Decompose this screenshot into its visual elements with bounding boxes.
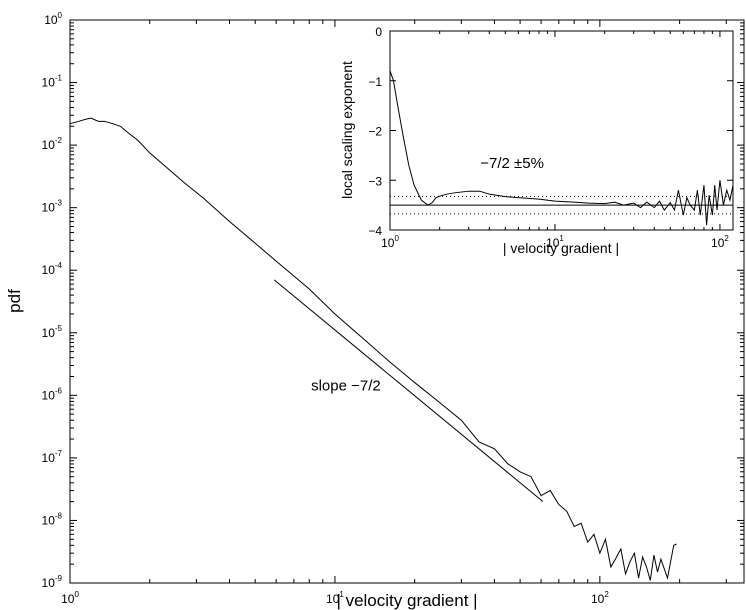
y-axis-label: pdf: [5, 289, 24, 313]
y-tick-label: 10-6: [42, 386, 63, 402]
y-tick-label: 10-9: [42, 574, 63, 590]
inset-y-tick-label: −1: [368, 75, 382, 89]
tolerance-annotation: −7/2 ±5%: [480, 155, 544, 172]
y-tick-label: 10-4: [42, 261, 63, 277]
y-tick-label: 10-2: [42, 136, 63, 152]
main-series: [69, 117, 677, 581]
y-tick-label: 10-1: [42, 74, 63, 90]
y-tick-label: 100: [44, 11, 62, 27]
main-ticks: [69, 19, 744, 584]
x-tick-label: 100: [61, 590, 79, 606]
inset-y-tick-label: −3: [368, 174, 382, 188]
inset-series-line: [389, 70, 734, 226]
slope-annotation: slope −7/2: [311, 377, 381, 394]
inset-plot-frame: [389, 30, 734, 231]
inset-ticks: [389, 30, 733, 231]
inset-y-tick-label: 0: [375, 25, 382, 39]
inset-y-tick-label: −4: [368, 224, 382, 238]
inset-y-axis-label: local scaling exponent: [339, 61, 355, 199]
series-line-reference-slope: [273, 279, 544, 502]
x-tick-label: 102: [591, 590, 609, 606]
inset-series: [389, 70, 734, 226]
inset-y-tick-label: −2: [368, 125, 382, 139]
y-tick-label: 10-7: [42, 449, 63, 465]
y-tick-label: 10-8: [42, 511, 63, 527]
y-tick-label: 10-5: [42, 324, 63, 340]
inset-x-axis-label: | velocity gradient |: [503, 240, 619, 256]
series-line-pdf: [69, 117, 677, 581]
y-tick-label: 10-3: [42, 199, 63, 215]
x-axis-label: | velocity gradient |: [336, 591, 477, 610]
